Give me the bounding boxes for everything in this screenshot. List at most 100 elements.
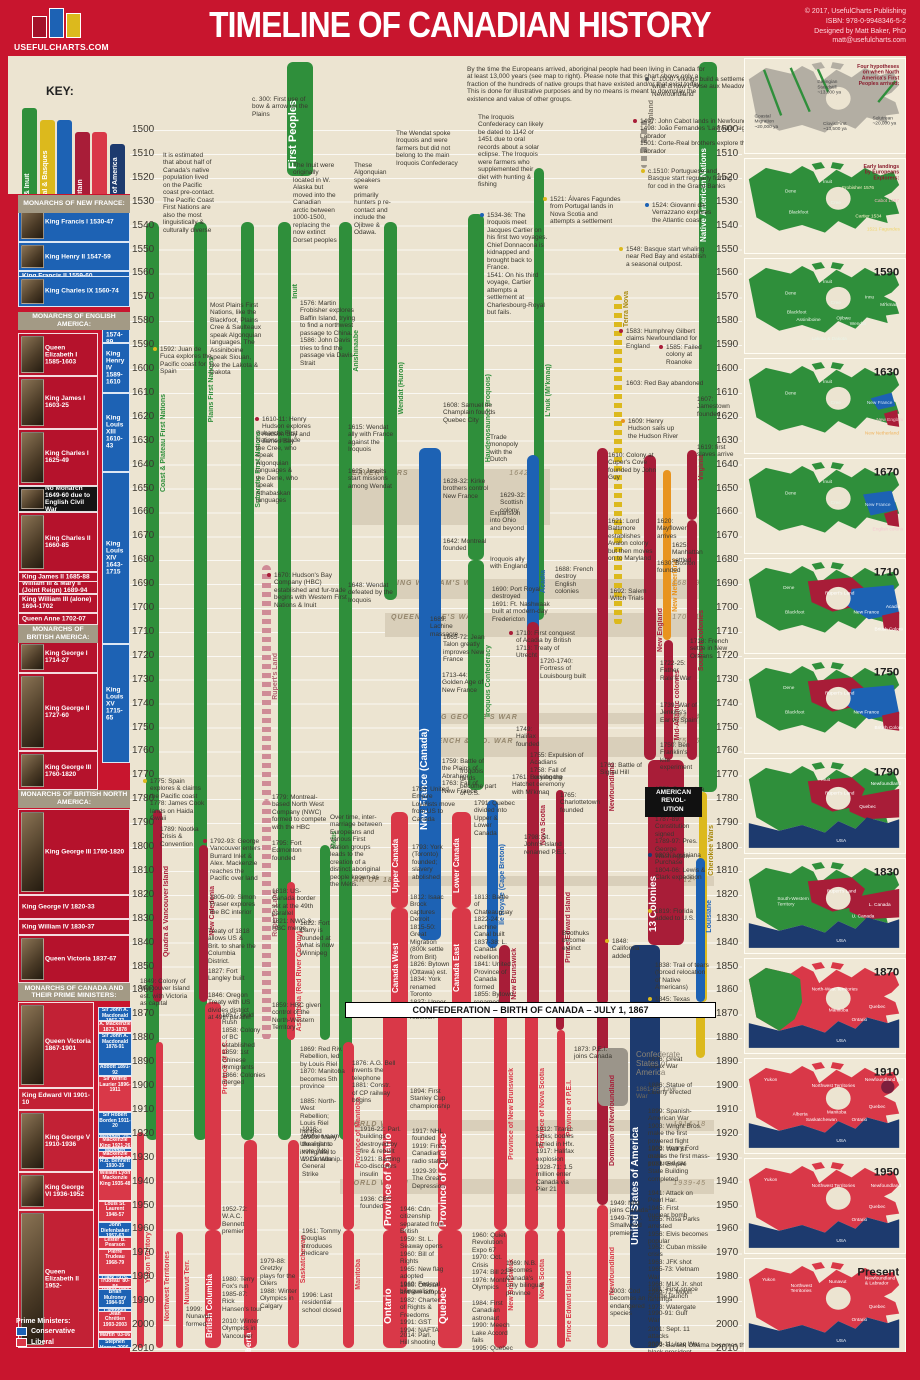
axis-year-left: 1900 — [132, 1080, 155, 1091]
monarch-box: King George III 1760-1820 — [18, 808, 130, 895]
event-dot — [648, 853, 652, 857]
axis-year-left: 1830 — [132, 912, 155, 924]
event-note: Expansion into Ohio and beyond — [490, 510, 524, 532]
stream-label-coast-plateau-first-nations: Coast & Plateau First Nations — [160, 393, 167, 492]
event-dot — [633, 119, 637, 123]
axis-year-right: 1920 — [716, 1127, 739, 1139]
event-note: 1690: Port Royal destroyed 1691: Ft. Nas… — [492, 586, 550, 623]
pm-box: R.B. Bennett 1930-35 — [98, 1157, 132, 1170]
svg-text:Dene: Dene — [785, 189, 797, 195]
axis-year-left: 1610 — [132, 386, 155, 398]
pm-box: Pierre Trudeau 1968-79 — [98, 1248, 132, 1275]
pm-box: Mackenzie King 1921-26 — [98, 1137, 132, 1149]
axis-year-right: 1660 — [716, 506, 739, 518]
axis-year-right: 1960 — [716, 1223, 739, 1235]
monarch-box: Queen Victoria 1837-67 — [18, 935, 130, 984]
svg-text:1750: 1750 — [874, 666, 899, 678]
event-note: Iroquois ally with England — [490, 556, 528, 571]
svg-text:Nunavut: Nunavut — [829, 1279, 847, 1285]
map-intro-0: Beringian Standstill ~13,000 ya Coastal Migr… — [744, 58, 906, 154]
credits: © 2017, UsefulCharts Publishing ISBN: 97… — [805, 7, 906, 46]
event-note: 1979-88: Gretzky plays for the Oilers 19… — [260, 1258, 297, 1310]
axis-year-right: 1580 — [716, 315, 739, 327]
svg-text:Saskatchewan: Saskatchewan — [806, 1117, 837, 1123]
event-note: 1857: Gold Rush 1858: Colony of BC estab… — [222, 1012, 266, 1087]
axis-year-left: 1990 — [132, 1295, 155, 1307]
svg-text:Inuit: Inuit — [823, 279, 833, 285]
axis-year-left: 1680 — [132, 554, 155, 566]
event-dot — [203, 839, 207, 843]
american-revolution-box: AMERICAN REVOL- UTION — [645, 787, 702, 817]
event-note: 1999: Nunavut formed — [186, 1306, 211, 1328]
svg-text:1870: 1870 — [874, 966, 899, 978]
monarch-box: Queen Anne 1702-07 — [18, 612, 98, 625]
pm-legend-conservative: Conservative — [31, 1328, 75, 1335]
event-note: 1916: Women earn the right to vote (Mb) … — [302, 1126, 342, 1178]
event-note: 1822: Fort Garry is founded at what is n… — [300, 920, 334, 957]
event-note: 1603: Red Bay abandoned — [626, 380, 704, 387]
svg-text:L. Canada: L. Canada — [869, 902, 891, 908]
monarch-box: King George III 1760-1820 — [18, 751, 98, 790]
event-note: 1885: North-West Rebellion; Louis Riel h… — [300, 1098, 337, 1135]
event-note: 1625: Jesuits start missions among Wenda… — [348, 468, 392, 490]
stream-label-louisiane: Louisiane — [706, 900, 713, 933]
monarch-portrait — [21, 278, 44, 304]
war-band-label: WORLD WAR II — [346, 1180, 409, 1187]
axis-year-right: 1640 — [716, 458, 739, 470]
event-note: The Iroquois Confederacy can likely be d… — [478, 114, 544, 189]
monarch-name: Queen Anne 1702-07 — [22, 615, 86, 623]
map-svg: South-Western Territory Rupert's Land U. Ca… — [748, 862, 900, 948]
event-note: 1795: Fort Edmonton founded — [272, 840, 302, 862]
svg-text:Quebec: Quebec — [869, 1304, 886, 1310]
svg-text:USA: USA — [836, 838, 847, 844]
pm-box: Martin '03-06 — [98, 1332, 132, 1340]
pm-box: William Lyon Mackenzie King 1935-48 — [98, 1169, 132, 1201]
stream-label-dominion-of-newfoundland: Dominion of Newfoundland — [609, 1075, 616, 1166]
axis-year-right: 1600 — [716, 363, 739, 374]
map-1670: Inuit Dene Cree New France English colonies 1… — [744, 458, 906, 554]
axis-year-left: 1910 — [132, 1103, 155, 1115]
axis-year-right: 1790 — [716, 817, 739, 829]
svg-text:Inuit: Inuit — [823, 179, 833, 185]
event-note: Beothuks become extinct — [562, 930, 590, 952]
stream-newfoundland-province — [597, 1205, 608, 1348]
axis-year-left: 1950 — [132, 1199, 155, 1211]
event-dot — [621, 419, 625, 423]
svg-text:English colonies: English colonies — [873, 527, 903, 533]
event-note: 1534-36: The Iroquois meet Jacques Carti… — [480, 212, 549, 317]
monarch-portrait — [21, 489, 44, 510]
axis-year-left: 1520 — [132, 171, 155, 183]
event-note: 1846: Oregon Treaty with US divides dist… — [208, 992, 251, 1022]
event-dot — [480, 213, 484, 217]
axis-year-right: 1980 — [716, 1271, 739, 1283]
svg-text:Solutrean~20,000 ya: Solutrean ~20,000 ya — [873, 115, 897, 126]
monarch-name: King George III 1760-1820 — [45, 763, 92, 778]
map-1790: Inuit Rupert's Land Quebec Newfoundland USA 1… — [744, 758, 906, 854]
stream-virginia — [687, 450, 697, 520]
war-band: BEAVER WARS 1642-98 — [340, 469, 550, 525]
event-note: 1521: Álvares Fagundes from Portugal lan… — [543, 196, 624, 226]
credit-line: matt@usefulcharts.com — [832, 37, 906, 45]
monarch-box: Queen Elizabeth I 1585-1603 — [18, 333, 98, 377]
event-dot — [641, 169, 645, 173]
event-dot — [143, 779, 147, 783]
monarch-section-header: MONARCHS OF ENGLISH AMERICA: — [18, 311, 130, 330]
pm-box: Abbott 1891-92 Thompson 1892-94 Bowell 1… — [98, 1064, 132, 1077]
svg-text:Newfoundland (UK): Newfoundland (UK) — [865, 1077, 903, 1083]
frame-right — [906, 56, 920, 1380]
axis-year-right: 1750 — [716, 721, 739, 733]
event-note: 1899: Spanish-American War 1903: Wright … — [648, 1108, 710, 1168]
event-note: 1827: Fort Langley built — [208, 968, 245, 983]
svg-text:New France: New France — [867, 400, 893, 406]
war-band-years: 1642-98 — [509, 470, 542, 477]
event-note: 1792-93: George Vancouver enters Burrard… — [203, 838, 262, 883]
svg-text:Cree: Cree — [831, 200, 842, 206]
axis-year-left: 1600 — [132, 363, 155, 374]
svg-text:Yukon: Yukon — [762, 1277, 776, 1283]
monarch-portrait — [21, 1213, 44, 1345]
logo-bar-blue — [49, 8, 64, 38]
svg-text:Innu: Innu — [865, 294, 875, 300]
monarch-name: King James II 1685-88 — [22, 573, 90, 581]
